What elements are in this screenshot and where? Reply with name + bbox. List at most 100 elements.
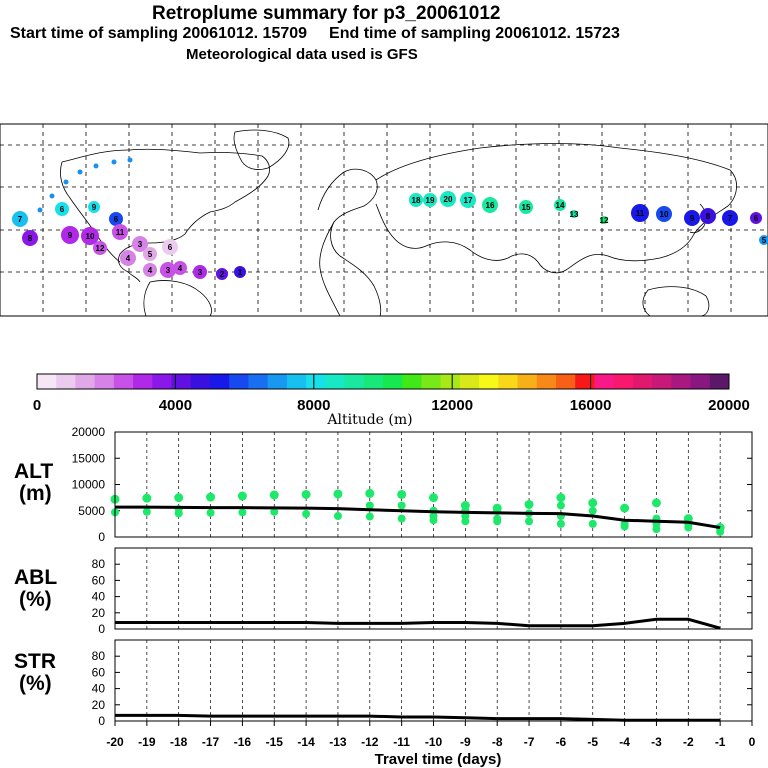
trajectory-marker-label: 3 xyxy=(138,240,143,249)
panel-y-tick-label: 20000 xyxy=(72,425,106,439)
trajectory-marker-label: 12 xyxy=(96,244,105,253)
colorbar-swatch xyxy=(536,374,557,389)
trajectory-marker xyxy=(132,236,148,252)
trajectory-marker-label: 8 xyxy=(28,234,33,243)
trajectory-marker xyxy=(143,263,157,277)
trajectory-marker-label: 9 xyxy=(68,231,73,240)
x-tick-label: -20 xyxy=(106,735,124,749)
trajectory-marker xyxy=(193,265,207,279)
alt-point xyxy=(301,489,311,499)
alt-point xyxy=(556,493,566,503)
coast-south-america xyxy=(143,280,212,317)
x-tick-label: -9 xyxy=(460,735,471,749)
colorbar-tick-label: 8000 xyxy=(297,397,330,414)
trajectory-marker-label: 10 xyxy=(660,210,669,219)
panel-y-tick-label: 0 xyxy=(98,622,105,636)
time-series-panels: 0 5000 10000 15000 20000 0 20 40 60 80 0 20 40 60 80 -2… xyxy=(72,425,756,749)
alt-point xyxy=(174,493,184,503)
alt-point xyxy=(397,501,406,510)
colorbar-tick-label: 0 xyxy=(33,397,41,414)
alt-point xyxy=(269,490,279,500)
colorbar-tick-label: 12000 xyxy=(431,397,473,414)
x-tick-label: 0 xyxy=(749,735,756,749)
trajectory-dot xyxy=(127,157,133,163)
trajectory-marker xyxy=(722,210,738,226)
page-title: Retroplume summary for p3_20061012 xyxy=(152,3,501,24)
x-tick-label: -1 xyxy=(715,735,726,749)
trajectory-marker xyxy=(81,227,99,245)
colorbar-swatch xyxy=(152,374,173,389)
colorbar-swatch xyxy=(37,374,57,389)
alt-point xyxy=(524,499,534,509)
trajectory-marker-label: 6 xyxy=(754,214,759,223)
alt-point xyxy=(333,512,342,520)
trajectory-marker xyxy=(93,241,107,255)
x-axis-title: Travel time (days) xyxy=(375,751,502,768)
alt-point xyxy=(397,514,406,523)
x-tick-label: -10 xyxy=(425,735,443,749)
colorbar-swatch xyxy=(575,374,595,389)
alt-point xyxy=(206,508,215,517)
trajectory-marker xyxy=(423,193,437,207)
panel-y-tick-label: 40 xyxy=(92,682,106,696)
alt-point xyxy=(333,489,343,499)
panel-y-tick-label: 15000 xyxy=(72,451,106,465)
colorbar-tick-label: 16000 xyxy=(570,397,612,414)
trajectory-marker xyxy=(631,204,649,222)
alt-point xyxy=(684,523,693,532)
x-tick-label: -17 xyxy=(202,735,220,749)
trajectory-marker-label: 11 xyxy=(116,228,125,237)
panel-str: 0 20 40 60 80 xyxy=(92,639,753,728)
trajectory-marker-label: 2 xyxy=(220,270,225,279)
trajectory-marker-label: 13 xyxy=(570,210,579,219)
colorbar-swatch xyxy=(421,374,442,389)
trajectory-marker xyxy=(216,268,228,280)
alt-point xyxy=(174,509,183,518)
colorbar-tick-label: 20000 xyxy=(708,397,750,414)
colorbar-swatch xyxy=(325,374,346,389)
trajectory-marker xyxy=(482,197,498,213)
panel-abl: 0 20 40 60 80 xyxy=(92,547,753,636)
trajectory-marker-label: 10 xyxy=(86,232,95,241)
x-axis: -20 -19 -18 -17 -16 -15 -14 -13 -12 -11 -10 -9 -8 -7-… xyxy=(106,721,756,749)
trajectory-marker-label: 8 xyxy=(706,212,711,221)
colorbar-swatch xyxy=(210,374,230,389)
x-tick-label: -16 xyxy=(234,735,252,749)
trajectory-marker-label: 6 xyxy=(60,205,65,214)
x-tick-label: -13 xyxy=(329,735,347,749)
trajectory-dot xyxy=(111,159,117,165)
panel-alt: 0 5000 10000 15000 20000 xyxy=(72,425,753,544)
panel-y-tick-label: 20 xyxy=(92,606,106,620)
trajectory-marker xyxy=(460,192,476,208)
trajectory-marker-label: 4 xyxy=(126,254,131,263)
trajectory-marker-label: 16 xyxy=(486,201,495,210)
trajectory-marker-label: 1 xyxy=(238,268,243,277)
alt-point xyxy=(493,517,502,526)
trajectory-marker-label: 4 xyxy=(148,266,153,275)
colorbar-swatch xyxy=(440,374,461,389)
panel-frame xyxy=(114,547,753,630)
alt-point xyxy=(142,493,152,503)
colorbar-swatch xyxy=(113,374,134,389)
x-tick-label: -11 xyxy=(393,735,410,749)
trajectory-marker xyxy=(61,226,79,244)
colorbar-swatch xyxy=(613,374,634,389)
colorbar-swatch xyxy=(383,374,403,389)
colorbar-swatch xyxy=(171,374,192,389)
trajectory-marker xyxy=(160,262,176,278)
colorbar-swatch xyxy=(190,374,211,389)
str-label: STR xyxy=(14,650,56,673)
trajectory-dot xyxy=(77,169,83,175)
colorbar-swatch xyxy=(479,374,499,389)
trajectory-marker xyxy=(600,216,608,224)
trajectory-marker xyxy=(570,210,578,218)
str-unit: (%) xyxy=(19,672,52,695)
colorbar-title: Altitude (m) xyxy=(326,412,412,428)
coast-australia xyxy=(642,286,710,317)
trajectory-marker xyxy=(143,247,157,261)
trajectory-marker xyxy=(120,250,136,266)
x-tick-label: -12 xyxy=(361,735,379,749)
trajectory-marker-label: 20 xyxy=(444,195,453,204)
trajectory-marker xyxy=(554,199,566,211)
